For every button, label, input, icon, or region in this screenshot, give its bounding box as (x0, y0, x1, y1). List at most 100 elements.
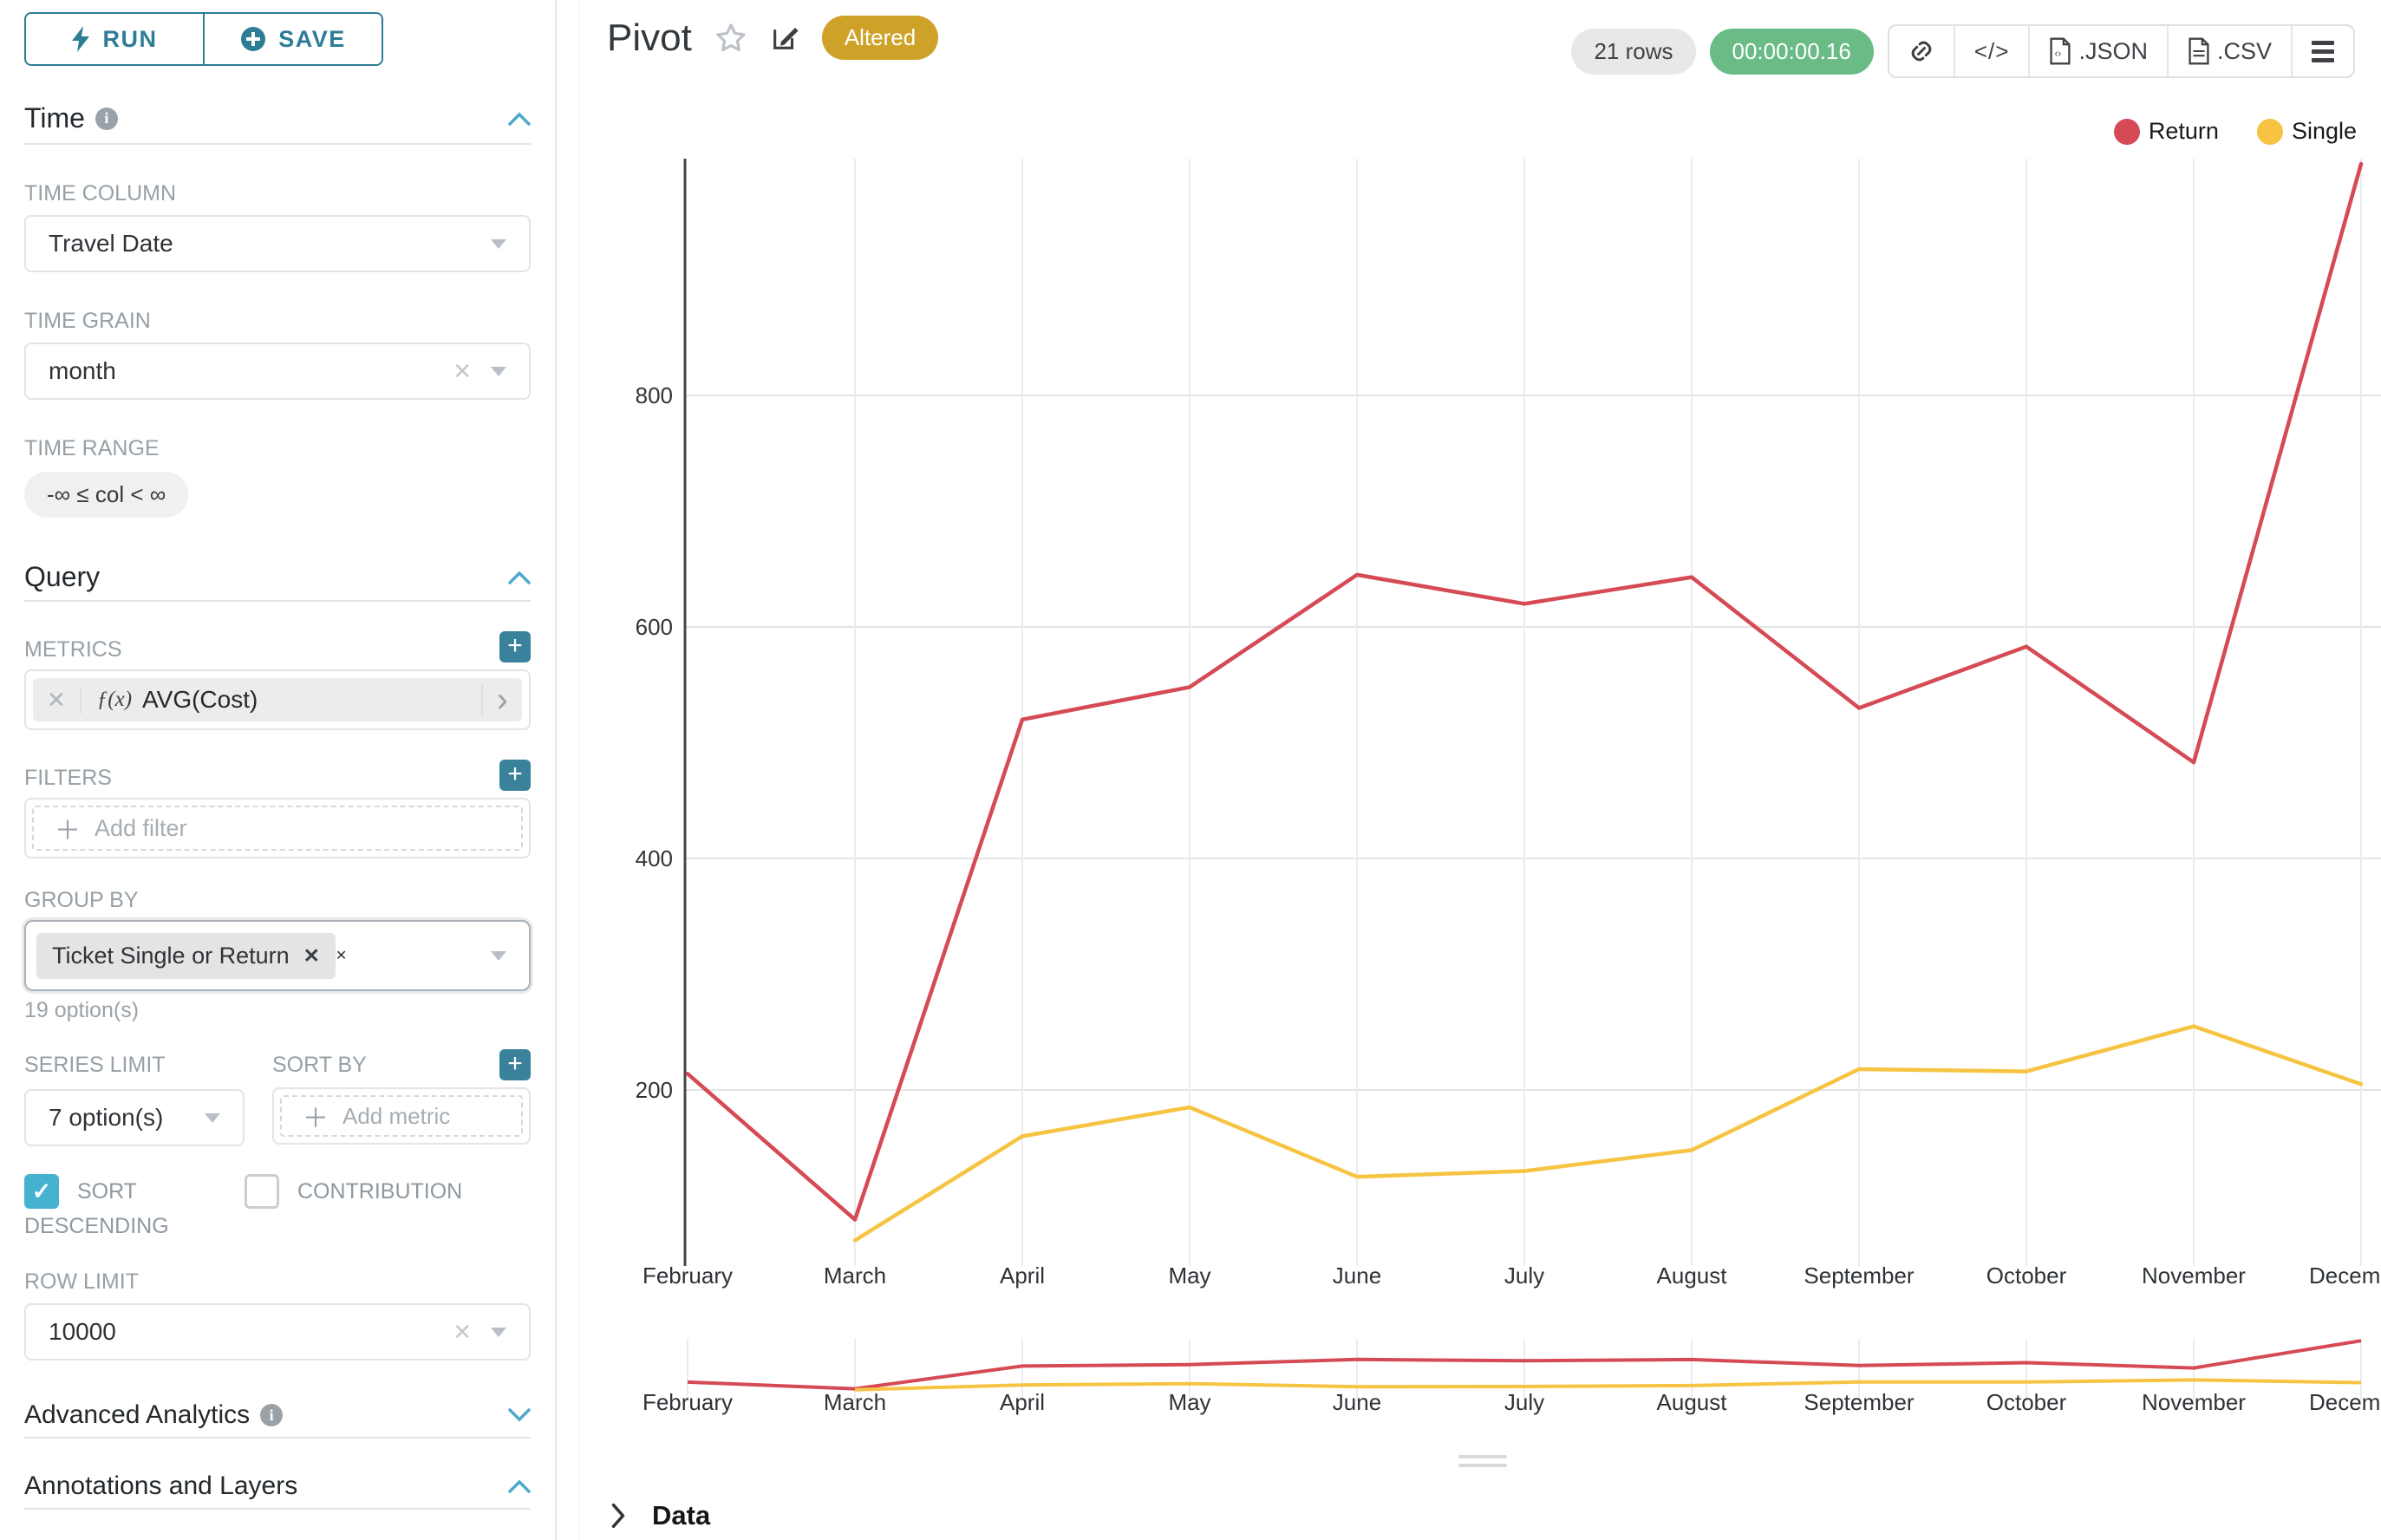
chevron-down-icon[interactable] (508, 1408, 531, 1422)
metrics-container: ✕ ƒ(x) AVG(Cost) › (24, 669, 531, 730)
export-toolbar: </> ‹› .JSON .CSV (1887, 24, 2355, 78)
favorite-star-icon[interactable] (714, 22, 747, 55)
time-grain-select[interactable]: month ✕ (24, 343, 531, 400)
export-csv-label: .CSV (2216, 37, 2272, 64)
time-column-select[interactable]: Travel Date (24, 215, 531, 272)
x-axis-month-label: September (1804, 1263, 1915, 1289)
export-json-button[interactable]: ‹› .JSON (2028, 26, 2167, 76)
link-icon (1911, 41, 1932, 62)
chart-legend: Return Single (2113, 118, 2357, 145)
remove-metric-icon[interactable]: ✕ (33, 686, 82, 714)
minimap-month-label: October (1986, 1389, 2067, 1415)
chevron-up-icon[interactable] (508, 112, 531, 126)
clear-icon[interactable]: ✕ (335, 949, 348, 963)
copy-link-button[interactable] (1889, 26, 1954, 76)
info-icon: i (95, 107, 118, 130)
add-metric-button[interactable]: + (499, 631, 531, 662)
x-axis-month-label: December (2309, 1263, 2381, 1289)
advanced-analytics-header[interactable]: Advanced Analytics i (24, 1400, 531, 1430)
legend-item-single[interactable]: Single (2256, 118, 2357, 145)
row-limit-select[interactable]: 10000 ✕ (24, 1303, 531, 1361)
panel-resize-handle[interactable] (1458, 1455, 1507, 1472)
annotations-header[interactable]: Annotations and Layers (24, 1471, 531, 1501)
data-panel-label: Data (652, 1500, 711, 1530)
sort-descending-option[interactable]: ✓ SORT DESCENDING (24, 1174, 217, 1243)
edit-icon[interactable] (770, 23, 799, 53)
time-range-pill[interactable]: -∞ ≤ col < ∞ (24, 472, 189, 518)
add-sort-metric-button[interactable]: + (499, 1049, 531, 1080)
add-filter-dropzone[interactable]: ＋ Add filter (32, 806, 523, 851)
chart-panel: Pivot Altered 21 rows 00:00:00.16 (558, 0, 2381, 1540)
chevron-up-icon[interactable] (508, 1479, 531, 1493)
view-query-button[interactable]: </> (1953, 26, 2029, 76)
chevron-up-icon[interactable] (508, 571, 531, 584)
series-line-return[interactable] (685, 161, 2364, 1222)
contribution-checkbox[interactable] (245, 1174, 279, 1209)
divider (24, 1508, 531, 1510)
time-column-label: TIME COLUMN (24, 181, 176, 206)
clear-icon[interactable]: ✕ (453, 357, 472, 384)
divider (24, 143, 531, 145)
options-count-hint: 19 option(s) (24, 998, 140, 1022)
export-csv-button[interactable]: .CSV (2166, 26, 2291, 76)
y-axis-tick-label: 400 (636, 845, 673, 871)
add-metric-label: Add metric (342, 1102, 451, 1129)
remove-tag-icon[interactable]: ✕ (303, 943, 320, 967)
sort-descending-checkbox[interactable]: ✓ (24, 1174, 59, 1209)
time-section-header[interactable]: Time i (24, 102, 531, 134)
query-timer-badge: 00:00:00.16 (1709, 28, 1874, 75)
legend-swatch (2256, 118, 2283, 145)
time-grain-value: month (49, 357, 116, 384)
info-icon: i (260, 1404, 284, 1426)
y-axis-tick-label: 600 (636, 614, 673, 640)
minimap-line-return (687, 1339, 2362, 1391)
data-panel-toggle[interactable]: Data (609, 1500, 710, 1531)
minimap-month-label: December (2309, 1389, 2381, 1415)
series-line-single[interactable] (852, 1024, 2364, 1243)
row-limit-label: ROW LIMIT (24, 1269, 139, 1294)
timeseries-line-chart[interactable]: 200 400 600 800 February February March March Ap… (572, 87, 2381, 1439)
y-axis-tick-label: 200 (636, 1077, 673, 1103)
minimap-month-label: September (1804, 1389, 1915, 1415)
more-options-button[interactable] (2291, 26, 2353, 76)
filters-label: FILTERS (24, 766, 112, 790)
minimap-month-label: July (1504, 1389, 1544, 1415)
sort-by-container: ＋ Add metric (272, 1087, 531, 1145)
advanced-analytics-title: Advanced Analytics (24, 1400, 251, 1429)
x-axis-month-label: June (1333, 1263, 1381, 1289)
chevron-down-icon (491, 366, 506, 376)
group-by-label: GROUP BY (24, 888, 139, 912)
minimap-month-label: August (1657, 1389, 1728, 1415)
legend-item-return[interactable]: Return (2113, 118, 2219, 145)
sort-by-label: SORT BY (272, 1052, 367, 1077)
contribution-label: CONTRIBUTION (297, 1179, 463, 1204)
function-icon: ƒ(x) (96, 688, 133, 711)
minimap-month-label: February (643, 1389, 733, 1415)
time-section-title: Time (24, 102, 85, 134)
x-axis-month-label: April (1000, 1263, 1045, 1289)
chevron-down-icon (491, 1327, 506, 1337)
add-sort-metric-dropzone[interactable]: ＋ Add metric (280, 1095, 523, 1137)
file-json-icon: ‹› (2050, 37, 2071, 65)
contribution-option[interactable]: CONTRIBUTION (245, 1174, 505, 1243)
group-by-select[interactable]: Ticket Single or Return ✕ ✕ (24, 920, 531, 991)
add-filter-button[interactable]: + (499, 760, 531, 791)
chevron-right-icon (611, 1503, 625, 1529)
x-axis-month-label: August (1657, 1263, 1728, 1289)
legend-label: Return (2148, 118, 2219, 144)
x-axis-month-label: May (1168, 1263, 1210, 1289)
metric-chip[interactable]: ✕ ƒ(x) AVG(Cost) › (33, 678, 522, 721)
query-section-header[interactable]: Query (24, 561, 531, 593)
group-by-tag-label: Ticket Single or Return (52, 942, 290, 969)
series-limit-select[interactable]: 7 option(s) (24, 1089, 245, 1146)
clear-icon[interactable]: ✕ (453, 1318, 472, 1345)
run-save-button-group: RUN SAVE (24, 12, 383, 66)
run-button[interactable]: RUN (26, 14, 203, 64)
series-limit-value: 7 option(s) (49, 1104, 164, 1131)
chevron-right-icon[interactable]: › (480, 682, 522, 717)
group-by-tag[interactable]: Ticket Single or Return ✕ (36, 932, 336, 979)
altered-badge[interactable]: Altered (821, 16, 939, 60)
time-range-label: TIME RANGE (24, 436, 160, 460)
run-button-label: RUN (102, 25, 158, 52)
save-button[interactable]: SAVE (203, 14, 382, 64)
